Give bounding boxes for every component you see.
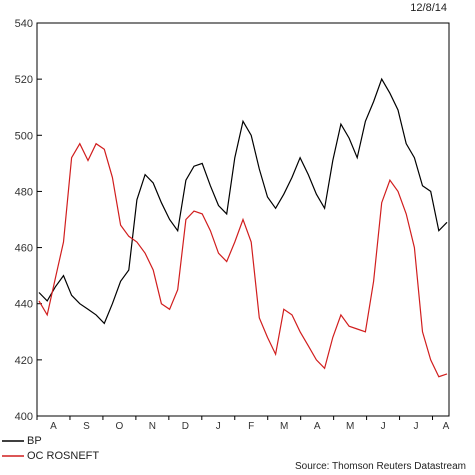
series-line-oc-rosneft [38, 142, 448, 378]
y-tick-label: 400 [15, 411, 33, 423]
x-tick-label: M [346, 421, 354, 432]
legend-label-bp: BP [27, 435, 42, 447]
x-tick-label: J [216, 421, 221, 432]
chart-date: 12/8/14 [410, 2, 447, 14]
legend-item-bp: BP [2, 435, 42, 447]
x-tick-label: S [83, 421, 90, 432]
x-tick-label: A [314, 421, 321, 432]
y-axis: 400 420 440 460 480 500 520 540 [15, 18, 42, 423]
x-tick-label: A [50, 421, 57, 432]
y-tick-label: 420 [15, 355, 33, 367]
x-tick-label: A [443, 421, 450, 432]
y-tick-label: 480 [15, 186, 33, 198]
y-tick-label: 540 [15, 18, 33, 30]
x-tick-label: N [149, 421, 156, 432]
y-tick-label: 500 [15, 130, 33, 142]
x-tick-label: F [248, 421, 254, 432]
x-tick-label: O [116, 421, 124, 432]
source-note: Source: Thomson Reuters Datastream [295, 461, 466, 472]
x-tick-label: J [414, 421, 419, 432]
plot-border [36, 22, 450, 417]
y-tick-label: 460 [15, 243, 33, 255]
y-tick-label: 520 [15, 74, 33, 86]
x-tick-label: J [381, 421, 386, 432]
legend-item-oc-rosneft: OC ROSNEFT [2, 450, 99, 462]
x-tick-label: D [182, 421, 189, 432]
legend-label-oc-rosneft: OC ROSNEFT [27, 450, 99, 462]
y-tick-label: 440 [15, 299, 33, 311]
x-tick-label: M [280, 421, 288, 432]
legend: BP OC ROSNEFT [2, 435, 99, 462]
plot-area [36, 22, 450, 417]
series-line-bp [38, 77, 448, 325]
